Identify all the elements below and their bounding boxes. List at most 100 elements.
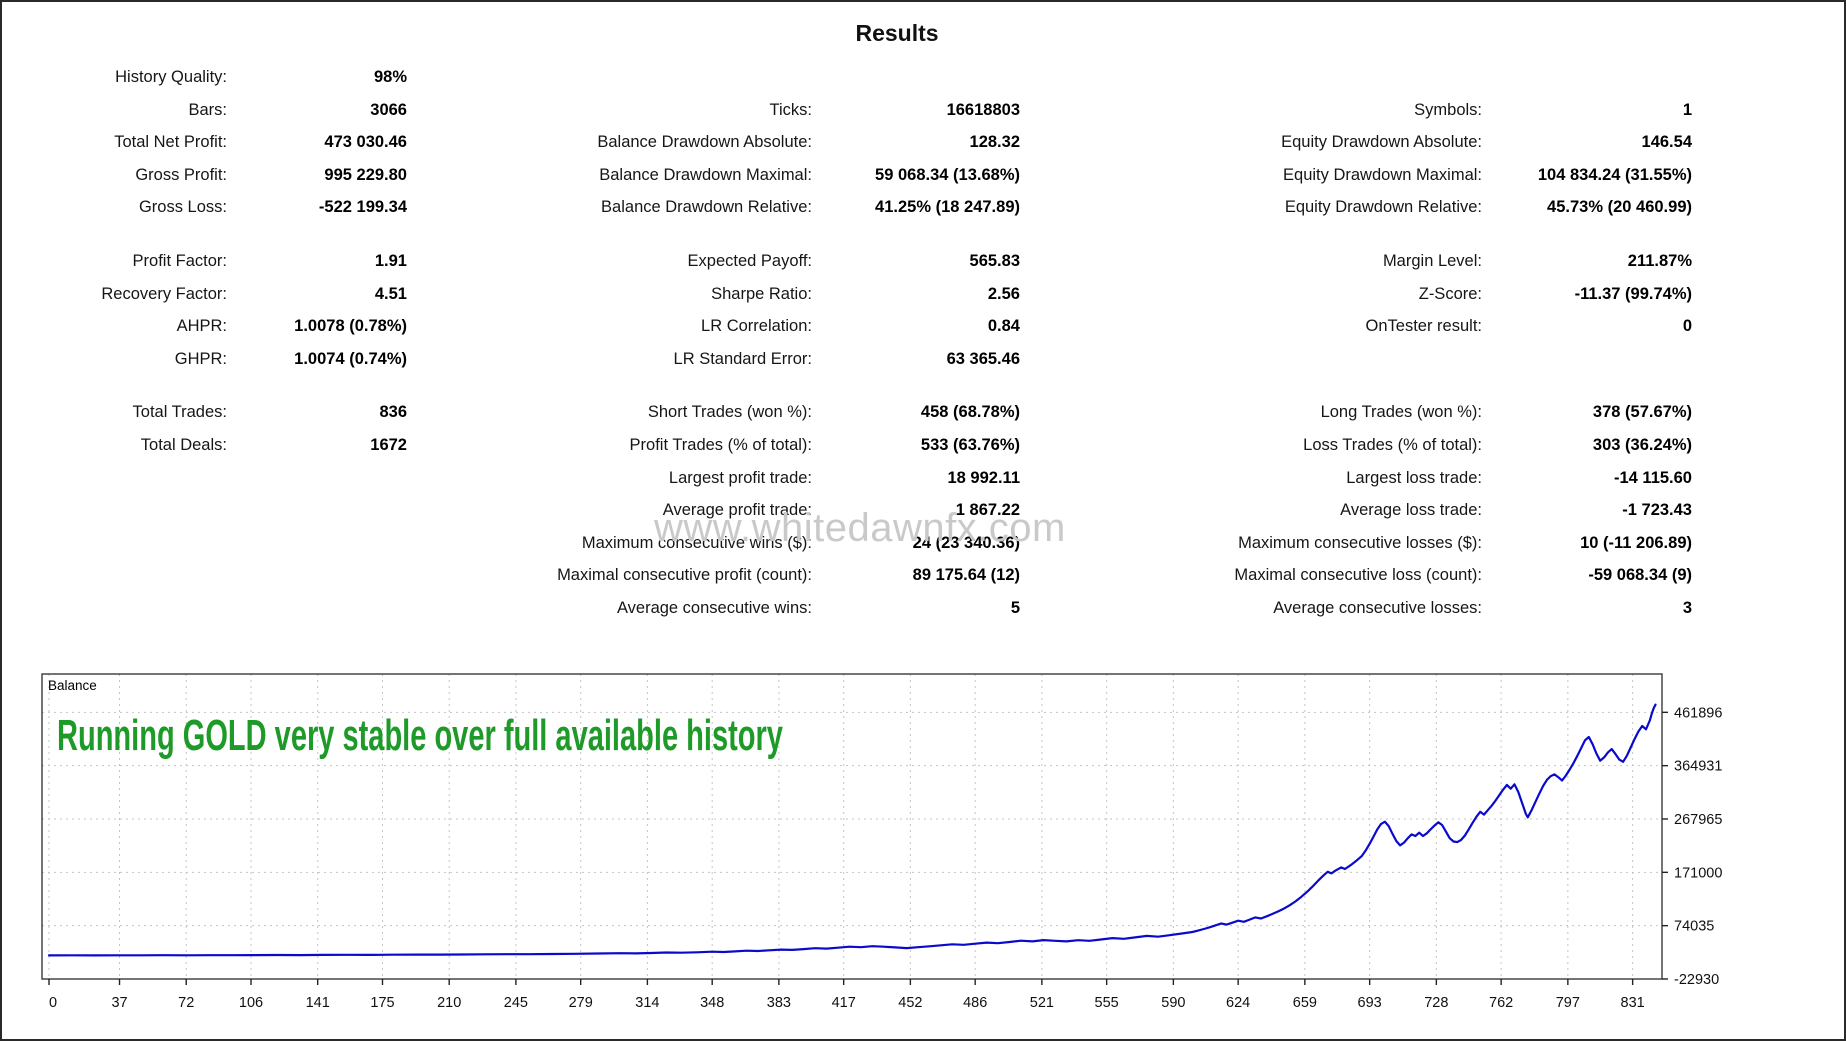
stat-value: 2.56 — [987, 284, 1020, 303]
stat-label: AHPR: — [176, 317, 227, 336]
stat-value: 16618803 — [946, 100, 1020, 119]
stat-label: Sharpe Ratio: — [711, 284, 812, 303]
stat-label: Margin Level: — [1382, 251, 1482, 270]
stat-value — [1482, 61, 1692, 94]
stat-label: Average profit trade: — [662, 501, 812, 520]
stats-block: History Quality: 98% Bars: 3066 Ticks: 166188… — [2, 61, 1692, 224]
stat-value: 3066 — [370, 100, 407, 119]
chart-frame — [41, 673, 1663, 980]
y-axis-label: 171000 — [1674, 865, 1722, 881]
stat-value: 565.83 — [969, 251, 1020, 270]
stat-label: Symbols: — [1414, 100, 1482, 119]
stat-label — [1020, 61, 1482, 94]
stat-value: 303 (36.24%) — [1592, 435, 1692, 454]
stat-label: Largest loss trade: — [1346, 468, 1482, 487]
stat-label: Average loss trade: — [1340, 501, 1482, 520]
stat-value: 3 — [1682, 598, 1692, 617]
stat-label: Largest profit trade: — [668, 468, 812, 487]
stats-table: History Quality: 98% Bars: 3066 Ticks: 166188… — [2, 61, 1692, 625]
stat-value: 1.0078 (0.78%) — [294, 317, 407, 336]
stat-label: Average consecutive wins: — [616, 598, 812, 617]
stat-value: 211.87% — [1627, 251, 1692, 270]
stat-value: 41.25% (18 247.89) — [875, 198, 1020, 217]
chart-annotation: Running GOLD very stable over full avail… — [57, 710, 783, 760]
stat-value: 128.32 — [969, 133, 1020, 152]
stat-label — [2, 527, 227, 560]
stat-label: LR Standard Error: — [673, 349, 812, 368]
x-axis-label: 659 — [1293, 995, 1317, 1011]
stats-block: Total Trades: 836 Short Trades (won %): 458… — [2, 396, 1692, 624]
stat-label: Equity Drawdown Maximal: — [1283, 165, 1482, 184]
stat-label — [2, 494, 227, 527]
stat-label: Maximum consecutive losses ($): — [1238, 533, 1482, 552]
stat-value: 5 — [1010, 598, 1020, 617]
stat-label: Maximal consecutive profit (count): — [557, 566, 812, 585]
x-axis-label: 521 — [1030, 995, 1054, 1011]
stat-label: Profit Trades (% of total): — [629, 435, 812, 454]
stat-label — [1020, 343, 1482, 376]
stat-label: Loss Trades (% of total): — [1303, 435, 1482, 454]
page-title: Results — [855, 20, 939, 46]
stat-value: 458 (68.78%) — [920, 403, 1020, 422]
stat-value: 89 175.64 (12) — [912, 566, 1020, 585]
stat-label: Short Trades (won %): — [647, 403, 812, 422]
stat-label: Equity Drawdown Absolute: — [1281, 133, 1482, 152]
stat-value: -522 199.34 — [318, 198, 407, 217]
stat-value: 18 992.11 — [947, 468, 1021, 487]
balance-legend-label: Balance — [48, 678, 97, 693]
stat-value: 1.91 — [374, 251, 407, 270]
stat-label: Gross Profit: — [135, 165, 227, 184]
x-axis-label: 37 — [111, 995, 127, 1011]
stat-value: 24 (23 340.36) — [912, 533, 1020, 552]
stat-value: 0 — [1682, 317, 1692, 336]
stat-value: -1 723.43 — [1622, 501, 1692, 520]
stat-value: 10 (-11 206.89) — [1580, 533, 1692, 552]
stat-value: 4.51 — [374, 284, 407, 303]
x-axis-label: 245 — [504, 995, 528, 1011]
balance-chart: 461896 364931 267965 171000 74035 -22930 0 37 72… — [41, 673, 1722, 1011]
stat-label: History Quality: — [115, 68, 227, 86]
y-axis-label: 267965 — [1674, 812, 1722, 828]
stat-label: Z-Score: — [1418, 284, 1482, 303]
stat-label: Maximal consecutive loss (count): — [1234, 566, 1482, 585]
stat-value: 1 — [1682, 100, 1692, 119]
x-axis-label: 728 — [1424, 995, 1448, 1011]
stat-value: 473 030.46 — [324, 133, 407, 152]
stat-label: Recovery Factor: — [101, 284, 227, 303]
stat-label: Long Trades (won %): — [1320, 403, 1482, 422]
x-axis-label: 486 — [963, 995, 987, 1011]
stat-value: 995 229.80 — [324, 165, 407, 184]
stat-label: Ticks: — [769, 100, 812, 119]
stat-label: Balance Drawdown Maximal: — [599, 165, 812, 184]
y-axis-label: 461896 — [1674, 705, 1722, 721]
stat-value: 63 365.46 — [946, 349, 1020, 368]
stat-value: 836 — [379, 403, 407, 422]
x-axis-label: 0 — [49, 995, 57, 1011]
stat-value — [227, 559, 407, 592]
stat-label: LR Correlation: — [701, 317, 812, 336]
stat-label — [2, 559, 227, 592]
stat-value: 378 (57.67%) — [1592, 403, 1692, 422]
stat-value — [227, 494, 407, 527]
stat-label: GHPR: — [174, 349, 227, 368]
stat-value: 45.73% (20 460.99) — [1547, 198, 1692, 217]
stat-value — [812, 61, 1020, 94]
stat-value — [227, 527, 407, 560]
x-axis-label: 348 — [700, 995, 724, 1011]
x-axis-label: 762 — [1489, 995, 1513, 1011]
stat-label: Average consecutive losses: — [1273, 598, 1482, 617]
stat-label: Equity Drawdown Relative: — [1284, 198, 1482, 217]
stat-value: 146.54 — [1641, 133, 1692, 152]
y-axis-label: 74035 — [1674, 919, 1714, 935]
stat-value — [227, 592, 407, 625]
stat-value: 533 (63.76%) — [920, 435, 1020, 454]
stat-label: Gross Loss: — [138, 198, 227, 217]
x-axis-label: 693 — [1358, 995, 1382, 1011]
x-axis-label: 555 — [1095, 995, 1119, 1011]
x-axis-label: 72 — [178, 995, 194, 1011]
x-axis-label: 590 — [1161, 995, 1185, 1011]
stat-value: -14 115.60 — [1614, 468, 1692, 487]
stat-value: -59 068.34 (9) — [1588, 566, 1692, 585]
stat-label: Balance Drawdown Relative: — [601, 198, 812, 217]
